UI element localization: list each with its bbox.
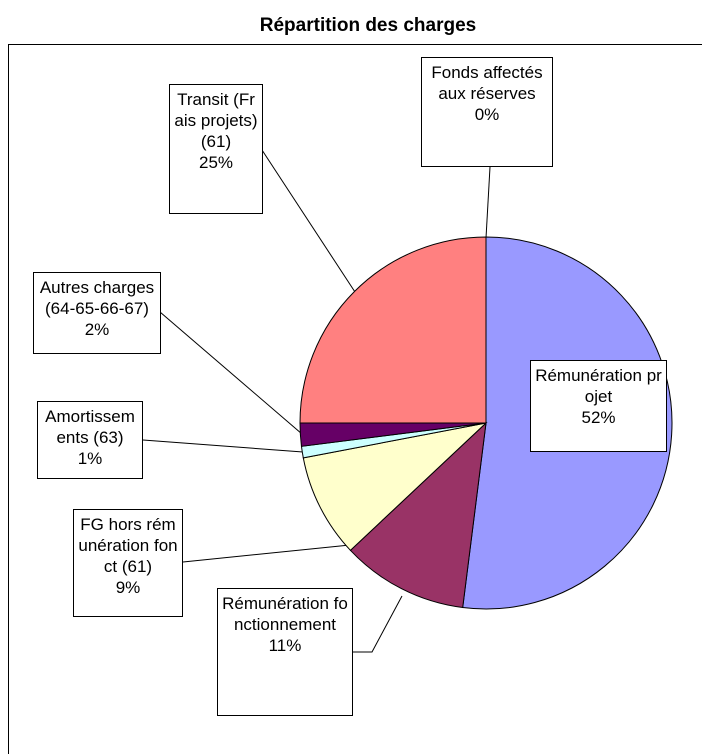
pie-slice <box>349 421 487 609</box>
label-name: Rémunération fonctionnement <box>222 594 348 634</box>
label-name: Autres charges (64-65-66-67) <box>39 278 155 318</box>
data-label: Autres charges (64-65-66-67) 2% <box>33 272 161 354</box>
label-value: 1% <box>77 449 103 468</box>
chart-title: Répartition des charges <box>260 15 476 36</box>
data-label: FG hors rémunération fonct (61) 9% <box>73 509 183 617</box>
label-name: Transit (Frais projets) (61) <box>174 90 258 151</box>
leader-line <box>182 544 351 563</box>
label-name: Rémunération projet <box>535 366 662 406</box>
label-name: Fonds affectés aux réserves <box>431 63 543 103</box>
data-label: Rémunération projet 52% <box>530 360 667 452</box>
leader-line <box>159 311 303 435</box>
label-value: 9% <box>115 578 141 597</box>
label-value: 2% <box>84 320 110 339</box>
data-label: Transit (Frais projets) (61) 25% <box>169 84 263 214</box>
data-label: Fonds affectés aux réserves 0% <box>421 57 553 167</box>
leader-lines <box>142 149 491 653</box>
data-label: Rémunération fonctionnement 11% <box>217 588 353 716</box>
pie-slice <box>299 236 487 424</box>
label-value: 25% <box>198 153 234 172</box>
leader-line <box>261 149 356 293</box>
label-name: FG hors rémunération fonct (61) <box>78 515 178 576</box>
data-label: Amortissements (63) 1% <box>37 401 143 479</box>
label-value: 11% <box>268 636 302 655</box>
pie-slice <box>302 422 488 552</box>
leader-line <box>485 166 491 239</box>
label-value: 0% <box>474 105 500 124</box>
label-value: 52% <box>581 408 616 427</box>
leader-line <box>353 595 403 653</box>
leader-line <box>142 439 304 453</box>
label-name: Amortissements (63) <box>45 407 135 447</box>
